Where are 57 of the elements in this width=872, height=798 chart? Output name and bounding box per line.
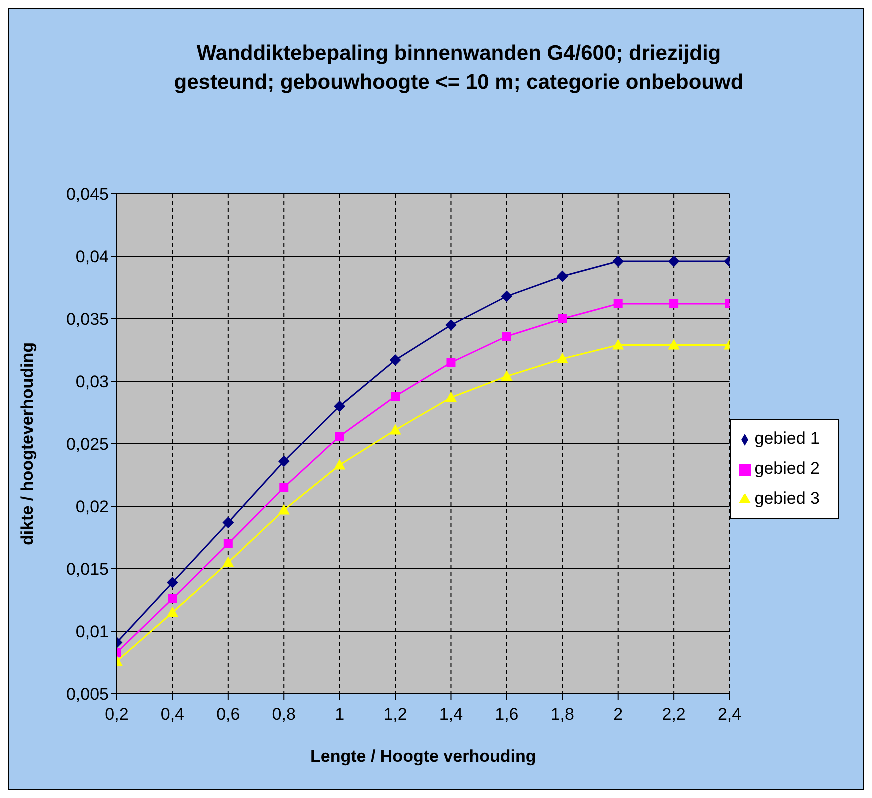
x-axis-title: Lengte / Hoogte verhouding [310, 747, 536, 766]
legend-label: gebied 1 [754, 429, 820, 448]
point [335, 432, 344, 441]
x-tick-label: 1,8 [550, 705, 574, 724]
y-axis-title: dikte / hoogteverhouding [18, 342, 38, 546]
y-tick-label: 0,01 [76, 622, 109, 642]
y-tick-label: 0,035 [66, 310, 109, 330]
point [612, 256, 624, 267]
point [168, 594, 178, 604]
x-tick-label: 0,4 [160, 705, 185, 724]
x-tick-label: 0,8 [272, 705, 296, 724]
point [612, 340, 624, 350]
y-tick-label: 0,03 [76, 372, 109, 392]
y-tick-label: 0,045 [66, 185, 109, 204]
point [391, 392, 400, 401]
y-tick-label: 0,015 [66, 560, 109, 580]
x-tick-label: 2 [614, 705, 624, 724]
point [222, 557, 234, 568]
chart-title: Wanddiktebepaling binnenwanden G4/600; driezijdig gesteund; gebouwhoogte <= 10 m; categorie onbebouwd [173, 41, 745, 96]
x-tick-label: 1,2 [384, 705, 408, 724]
y-tick-label: 0,04 [76, 248, 109, 267]
point [278, 456, 290, 467]
point [446, 320, 457, 331]
y-tick-label: 0,02 [76, 498, 109, 517]
point [390, 424, 402, 435]
point [278, 504, 290, 515]
x-tick-label: 1,6 [495, 705, 519, 724]
point [501, 291, 512, 302]
point [167, 577, 178, 588]
x-tick-label: 2,4 [718, 705, 742, 724]
y-tick-label: 0,005 [66, 685, 109, 704]
x-tick-label: 1 [335, 705, 345, 724]
y-tick-label: 0,025 [66, 435, 109, 454]
point [670, 300, 679, 308]
point [614, 300, 623, 308]
point [280, 483, 289, 492]
point [334, 460, 346, 470]
x-tick-label: 0,6 [216, 705, 240, 724]
point [668, 256, 680, 267]
legend-label: gebied 3 [754, 489, 820, 508]
x-tick-label: 1,4 [439, 705, 464, 724]
x-tick-label: 2,2 [662, 705, 686, 724]
point [558, 314, 568, 324]
point [167, 607, 178, 618]
point [334, 401, 346, 412]
point [390, 354, 402, 366]
point [502, 332, 512, 341]
point [224, 540, 233, 548]
point [446, 392, 457, 402]
point [557, 271, 568, 282]
point [446, 358, 456, 368]
point [557, 354, 568, 364]
point [222, 517, 234, 528]
legend-label: gebied 2 [754, 459, 820, 478]
x-tick-label: 0,2 [105, 705, 129, 724]
point [501, 371, 512, 381]
point [668, 340, 680, 350]
